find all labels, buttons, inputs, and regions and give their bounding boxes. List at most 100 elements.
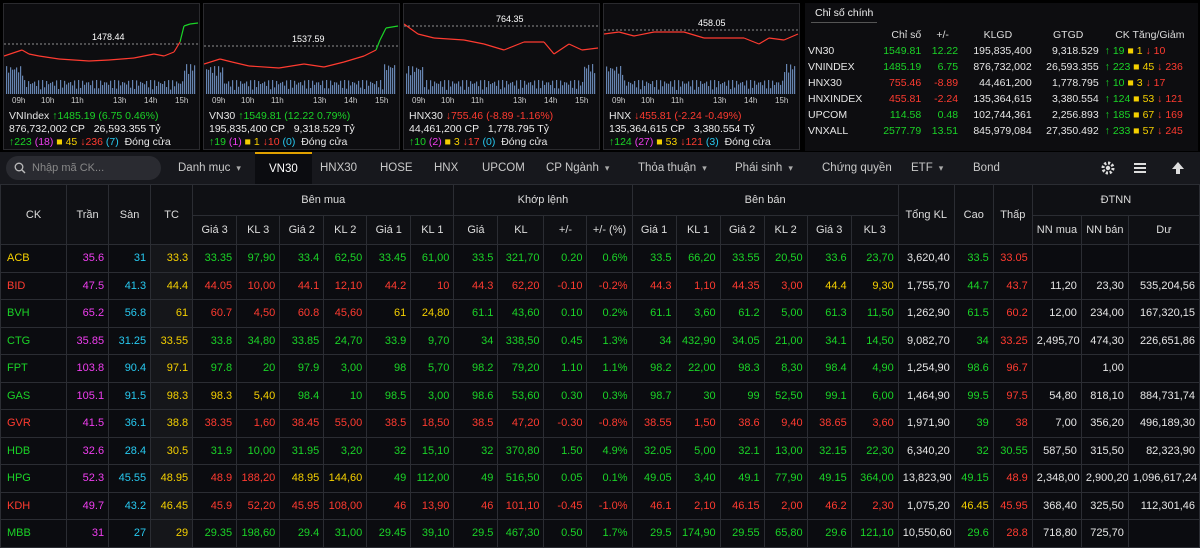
tab-label: HNX	[434, 162, 459, 174]
buy-1-volume: 61,00	[410, 244, 455, 273]
sell-1-volume: 1,50	[675, 409, 721, 438]
buy-3-volume: 97,90	[236, 244, 281, 273]
search-input[interactable]: Nhập mã CK...	[6, 156, 161, 180]
stock-symbol: BVH	[0, 299, 68, 328]
reference-value: 1478.44	[92, 32, 125, 42]
buy-1-volume: 18,50	[410, 409, 455, 438]
index-value-traded: 1,778.795	[1051, 77, 1099, 89]
table-row[interactable]: BID 47.5 41.3 44.4 44.05 10,00 44.1 12,10 44.2 10…	[0, 271, 1200, 300]
index-row[interactable]: HNXINDEX 455.81 -2.24 135,364,615 3,380.…	[805, 91, 1198, 107]
up-count: 124	[1112, 93, 1131, 105]
tab-thỏa-thuận[interactable]: Thỏa thuận ▾	[638, 152, 707, 184]
ceiling-price: 31	[66, 519, 110, 548]
tab-danh-mục[interactable]: Danh mục ▾	[178, 152, 241, 184]
ref-count: 67	[1142, 109, 1155, 121]
buy-2-price: 44.1	[279, 271, 325, 300]
buy-1-price: 38.5	[366, 409, 412, 438]
tab-bond[interactable]: Bond	[973, 152, 1000, 184]
sell-2-price: 49.1	[719, 464, 765, 493]
buy-2-price: 98.4	[279, 381, 325, 410]
table-row[interactable]: CTG 35.85 31.25 33.55 33.8 34,80 33.85 24,70 33.…	[0, 326, 1200, 355]
table-row[interactable]: HDB 32.6 28.4 30.5 31.9 10,00 31.95 3,20 32 15,10…	[0, 436, 1200, 465]
table-row[interactable]: BVH 65.2 56.8 61 60.7 4,50 60.8 45,60 61 24,80 61.…	[0, 299, 1200, 328]
tab-hose[interactable]: HOSE	[380, 152, 413, 184]
buy-1-volume: 9,70	[410, 326, 455, 355]
tab-chứng-quyền[interactable]: Chứng quyền	[822, 152, 892, 184]
sell-1-volume: 432,90	[675, 326, 721, 355]
table-row[interactable]: GAS 105.1 91.5 98.3 98.3 5,40 98.4 10 98.5 3,00 98…	[0, 381, 1200, 410]
foreign-sell: 23,30	[1080, 271, 1129, 300]
index-change: 12.22	[931, 45, 959, 57]
buy-3-price: 33.35	[192, 244, 238, 273]
sell-3-volume: 2,30	[850, 491, 899, 520]
menu-icon[interactable]	[1132, 160, 1148, 176]
sell-2-volume: 20,50	[763, 244, 808, 273]
tab-hnx[interactable]: HNX	[434, 152, 458, 184]
value: 1,778.795	[487, 123, 535, 135]
stock-symbol: HDB	[0, 436, 68, 465]
index-row[interactable]: VN30 1549.81 12.22 195,835,400 9,318.529…	[805, 43, 1198, 59]
tab-cp-ngành[interactable]: CP Ngành ▾	[546, 152, 609, 184]
reference-value: 1537.59	[292, 34, 325, 44]
index-row[interactable]: UPCOM 114.58 0.48 102,744,361 2,256.893 …	[805, 107, 1198, 123]
col-high: Cao	[953, 184, 994, 245]
up-arrow-icon: ↑	[9, 136, 15, 148]
sell-1-price: 38.55	[631, 409, 677, 438]
index-row[interactable]: VNINDEX 1485.19 6.75 876,732,002 26,593.…	[805, 59, 1198, 75]
scroll-top-icon[interactable]	[1170, 160, 1186, 176]
ref-count: 57	[1142, 125, 1155, 137]
buy-2-price: 31.95	[279, 436, 325, 465]
ref-count: 53	[1142, 93, 1155, 105]
time-tick: 10h	[241, 96, 255, 105]
tab-label: UPCOM	[482, 162, 525, 174]
index-summary-table: Chỉ số +/- KLGD GTGD CK Tăng/Giảm VN30 1549.…	[805, 27, 1198, 139]
mini-chart-hnx[interactable]: 458.05 09h 10h 11h 13h 14h 15h HNX ↓455.81 (-2…	[603, 3, 800, 150]
up-arrow-icon: ↑	[1104, 45, 1110, 57]
floor-price: 41.3	[108, 271, 152, 300]
sub-col-header: Giá 1	[366, 215, 412, 245]
tab-upcom[interactable]: UPCOM	[482, 152, 525, 184]
index-row[interactable]: HNX30 755.46 -8.89 44,461,200 1,778.795 …	[805, 75, 1198, 91]
mini-chart-vnindex[interactable]: 1478.44 09h 10h 11h 13h 14h 15h VNIndex ↑1485.…	[3, 3, 200, 150]
tab-phái-sinh[interactable]: Phái sinh ▾	[735, 152, 793, 184]
down-arrow-icon: ↓	[262, 136, 268, 148]
sub-col-header: Giá 2	[719, 215, 765, 245]
table-row[interactable]: GVR 41.5 36.1 38.8 38.35 1,60 38.45 55,00 38.5 18…	[0, 409, 1200, 438]
time-tick: 13h	[113, 96, 127, 105]
col-floor: Sàn	[108, 184, 152, 245]
table-row[interactable]: HPG 52.3 45.55 48.95 48.9 188,20 48.95 144,60 49…	[0, 464, 1200, 493]
foreign-room: 1,096,617,24	[1127, 464, 1200, 493]
mini-chart-vn30[interactable]: 1537.59 09h 10h 11h 13h 14h 15h VN30 ↑1549.81 …	[203, 3, 400, 150]
buy-2-volume: 144,60	[323, 464, 368, 493]
buy-3-price: 29.35	[192, 519, 238, 548]
tab-vn30[interactable]: VN30	[255, 152, 312, 184]
up-arrow-icon: ↑	[609, 136, 615, 148]
index-name: VNINDEX	[808, 61, 855, 73]
market-overview: 1478.44 09h 10h 11h 13h 14h 15h VNIndex ↑1485.…	[0, 0, 1200, 152]
tab-etf[interactable]: ETF ▾	[911, 152, 943, 184]
stock-symbol: KDH	[0, 491, 68, 520]
table-row[interactable]: KDH 49.7 43.2 46.45 45.9 52,20 45.95 108,00 46 13…	[0, 491, 1200, 520]
ceiling-price: 103.8	[66, 354, 110, 383]
time-tick: 13h	[313, 96, 327, 105]
index-row[interactable]: VNXALL 2577.79 13.51 845,979,084 27,350.…	[805, 123, 1198, 139]
index-summary-title[interactable]: Chỉ số chính	[811, 7, 878, 23]
low-price: 33.05	[992, 244, 1033, 273]
table-row[interactable]: ACB 35.6 31 33.3 33.35 97,90 33.4 62,50 33.45 61,…	[0, 244, 1200, 273]
low-price: 33.25	[992, 326, 1033, 355]
match-change-pct: 1.1%	[586, 354, 633, 383]
table-row[interactable]: MBB 31 27 29 29.35 198,60 29.4 31,00 29.45 39,10 2…	[0, 519, 1200, 548]
ceiling-price: 35.85	[66, 326, 110, 355]
match-volume: 47,20	[497, 409, 545, 438]
ceiling-price: 52.3	[66, 464, 110, 493]
up-count: 223	[14, 136, 32, 148]
floor-price: 43.2	[108, 491, 152, 520]
ref-count: 45	[65, 136, 78, 148]
sell-3-price: 38.65	[806, 409, 852, 438]
table-row[interactable]: FPT 103.8 90.4 97.1 97.8 20 97.9 3,00 98 5,70 98.2…	[0, 354, 1200, 383]
sell-1-price: 32.05	[631, 436, 677, 465]
mini-chart-hnx30[interactable]: 764.35 09h 10h 11h 13h 14h 15h HNX30 ↓755.46 (…	[403, 3, 600, 150]
index-breadth: ↑ 223 ■ 45 ↓ 236	[1102, 59, 1198, 75]
gear-icon[interactable]	[1100, 160, 1116, 176]
tab-hnx30[interactable]: HNX30	[320, 152, 357, 184]
